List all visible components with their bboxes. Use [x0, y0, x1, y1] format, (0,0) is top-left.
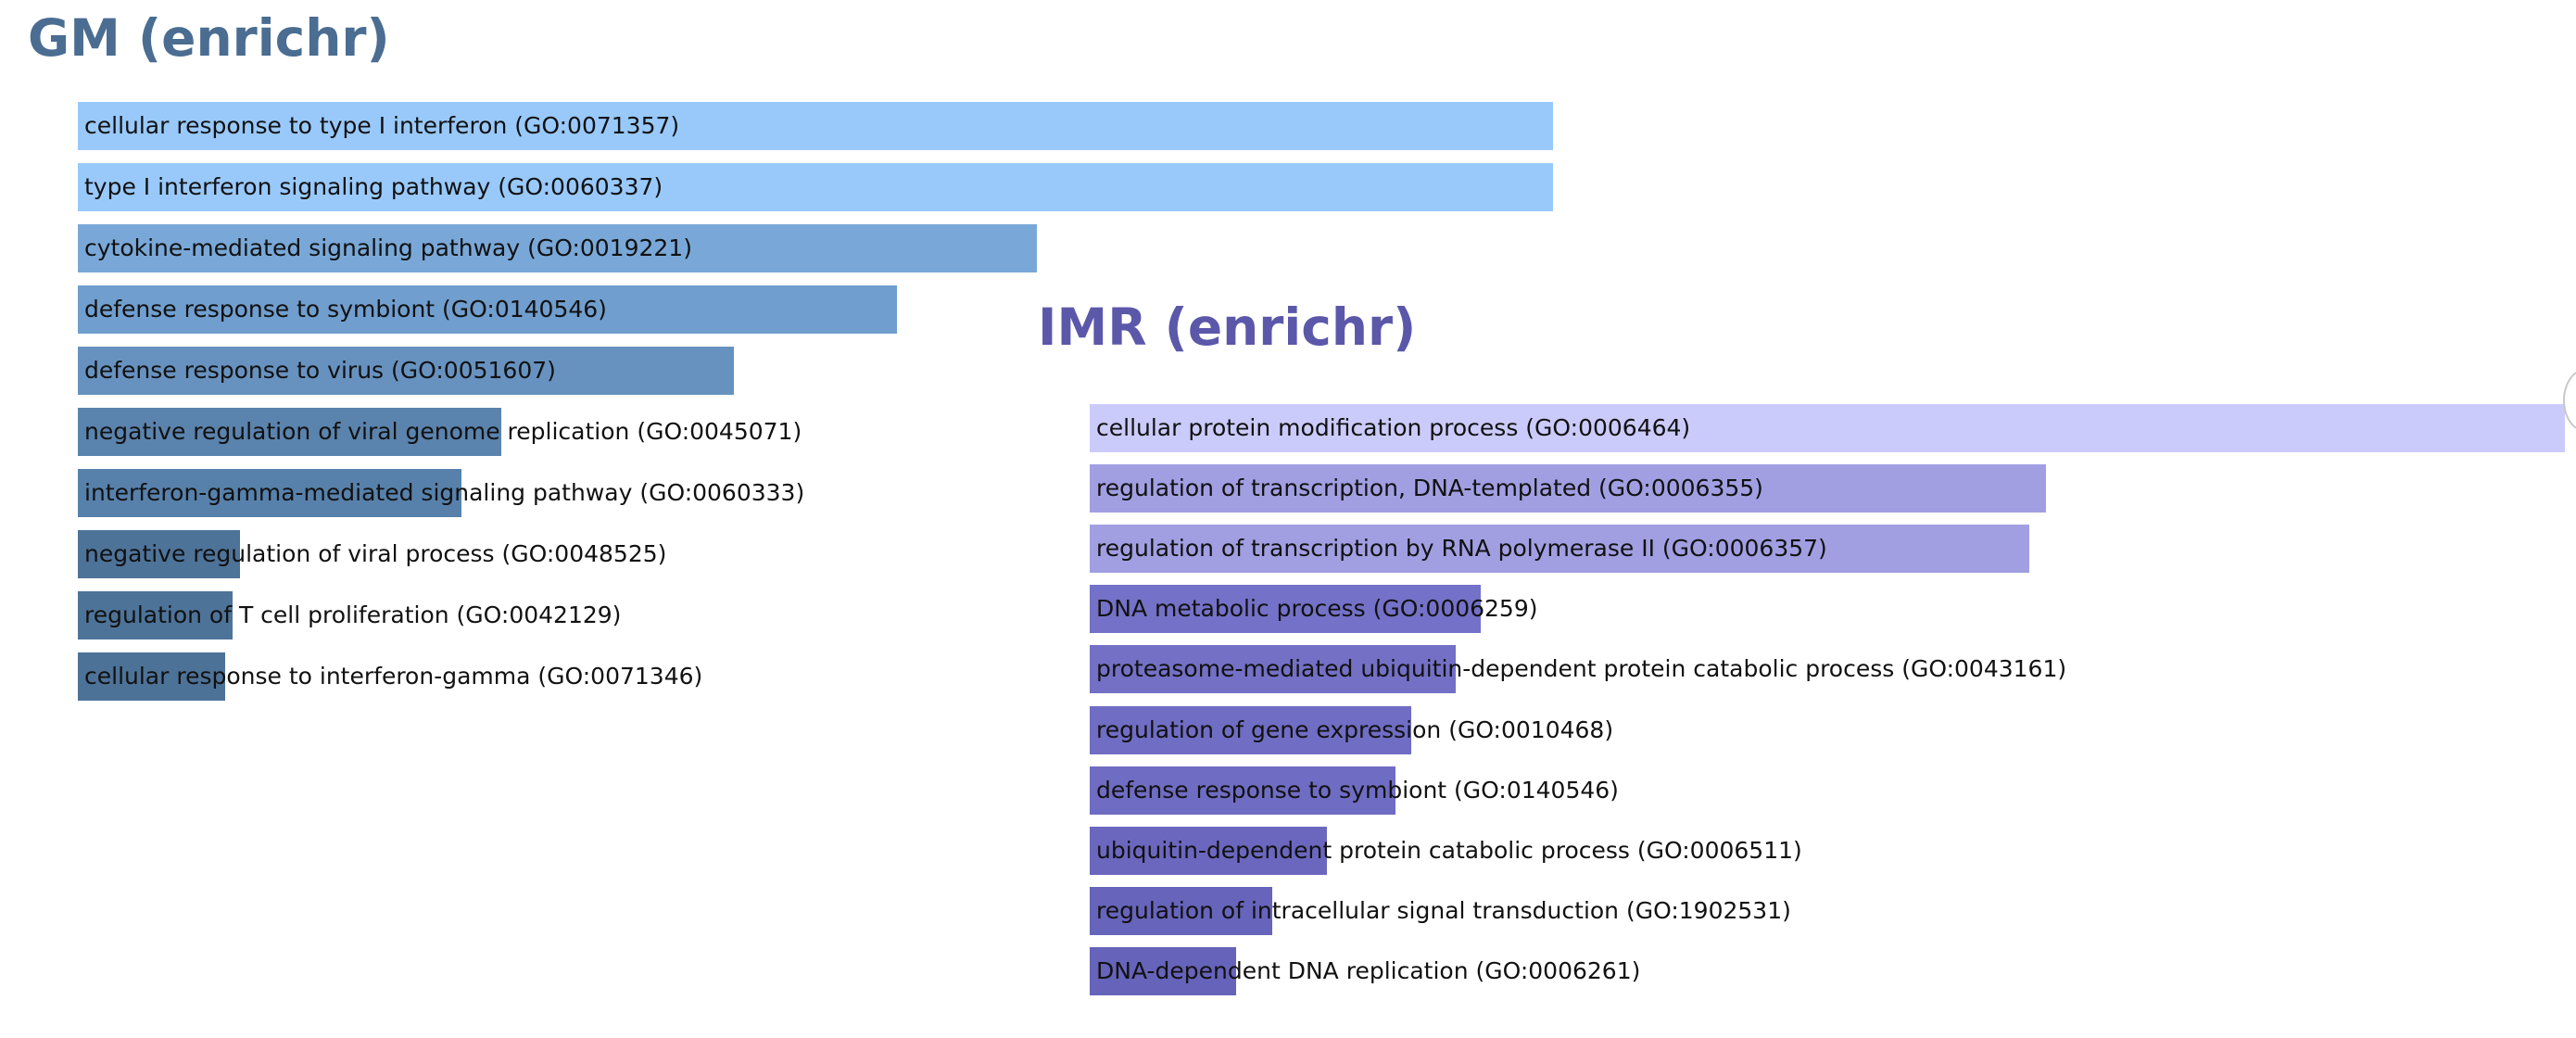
imr-bar-label: defense response to symbiont (GO:0140546… [1096, 777, 1619, 804]
imr-bar-row: defense response to symbiont (GO:0140546… [1090, 766, 2576, 815]
gm-bar-label: negative regulation of viral genome repl… [84, 418, 802, 445]
gm-bar-row: negative regulation of viral genome repl… [78, 408, 1644, 456]
imr-bar-row: ubiquitin-dependent protein catabolic pr… [1090, 827, 2576, 875]
gm-bar[interactable] [78, 347, 734, 395]
imr-bar-row: regulation of transcription, DNA-templat… [1090, 464, 2576, 513]
gm-bar-row: defense response to virus (GO:0051607) [78, 347, 1644, 395]
gm-bar-row: cytokine-mediated signaling pathway (GO:… [78, 224, 1644, 272]
gm-bar-chart: cellular response to type I interferon (… [78, 102, 1644, 714]
imr-chart-title: IMR (enrichr) [1038, 297, 1417, 357]
gm-bar-row: type I interferon signaling pathway (GO:… [78, 163, 1644, 211]
gm-chart-title: GM (enrichr) [28, 8, 390, 68]
gm-bar-label: interferon-gamma-mediated signaling path… [84, 479, 805, 506]
gm-bar[interactable] [78, 102, 1553, 150]
imr-bar[interactable] [1090, 404, 2565, 452]
imr-bar[interactable] [1090, 887, 1272, 935]
gm-bar-row: interferon-gamma-mediated signaling path… [78, 469, 1644, 517]
gm-bar-label: cellular response to type I interferon (… [84, 112, 680, 139]
imr-bar-row: DNA-dependent DNA replication (GO:000626… [1090, 947, 2576, 995]
imr-bar[interactable] [1090, 766, 1395, 815]
imr-bar-chart: cellular protein modification process (G… [1090, 404, 2576, 1034]
gm-bar-label: cytokine-mediated signaling pathway (GO:… [84, 234, 692, 261]
gm-bar-label: defense response to virus (GO:0051607) [84, 357, 556, 384]
imr-bar-row: regulation of gene expression (GO:001046… [1090, 706, 2576, 754]
gm-bar[interactable] [78, 163, 1553, 211]
imr-bar-label: ubiquitin-dependent protein catabolic pr… [1096, 837, 1802, 864]
gm-bar-row: defense response to symbiont (GO:0140546… [78, 285, 1644, 334]
imr-bar[interactable] [1090, 585, 1481, 633]
imr-bar-label: DNA-dependent DNA replication (GO:000626… [1096, 957, 1641, 984]
gm-bar[interactable] [78, 224, 1037, 272]
imr-bar[interactable] [1090, 706, 1411, 754]
gm-bar-label: cellular response to interferon-gamma (G… [84, 663, 703, 690]
gm-bar[interactable] [78, 530, 240, 578]
gm-bar[interactable] [78, 591, 233, 639]
imr-bar-row: proteasome-mediated ubiquitin-dependent … [1090, 645, 2576, 693]
gm-bar[interactable] [78, 652, 225, 701]
imr-bar[interactable] [1090, 827, 1327, 875]
imr-bar-label: cellular protein modification process (G… [1096, 414, 1691, 441]
gm-bar-label: regulation of T cell proliferation (GO:0… [84, 601, 622, 628]
gm-bar[interactable] [78, 408, 501, 456]
imr-bar-label: DNA metabolic process (GO:0006259) [1096, 595, 1538, 622]
imr-bar-label: regulation of gene expression (GO:001046… [1096, 716, 1614, 743]
imr-bar-row: regulation of intracellular signal trans… [1090, 887, 2576, 935]
imr-bar-label: regulation of transcription by RNA polym… [1096, 535, 1827, 562]
gm-bar-row: cellular response to type I interferon (… [78, 102, 1644, 150]
imr-bar-row: DNA metabolic process (GO:0006259) [1090, 585, 2576, 633]
gm-bar-label: defense response to symbiont (GO:0140546… [84, 296, 607, 323]
imr-bar-label: regulation of intracellular signal trans… [1096, 897, 1791, 924]
imr-bar-row: regulation of transcription by RNA polym… [1090, 525, 2576, 573]
imr-bar-row: cellular protein modification process (G… [1090, 404, 2576, 452]
gm-bar-row: negative regulation of viral process (GO… [78, 530, 1644, 578]
gm-bar-label: negative regulation of viral process (GO… [84, 540, 667, 567]
gm-bar[interactable] [78, 285, 897, 334]
imr-bar[interactable] [1090, 645, 1456, 693]
gm-bar-row: cellular response to interferon-gamma (G… [78, 652, 1644, 701]
imr-bar-label: proteasome-mediated ubiquitin-dependent … [1096, 655, 2067, 682]
imr-bar[interactable] [1090, 947, 1236, 995]
gm-bar-label: type I interferon signaling pathway (GO:… [84, 173, 663, 200]
imr-bar[interactable] [1090, 464, 2046, 513]
imr-bar-label: regulation of transcription, DNA-templat… [1096, 475, 1763, 501]
imr-bar[interactable] [1090, 525, 2029, 573]
gm-bar-row: regulation of T cell proliferation (GO:0… [78, 591, 1644, 639]
gm-bar[interactable] [78, 469, 461, 517]
